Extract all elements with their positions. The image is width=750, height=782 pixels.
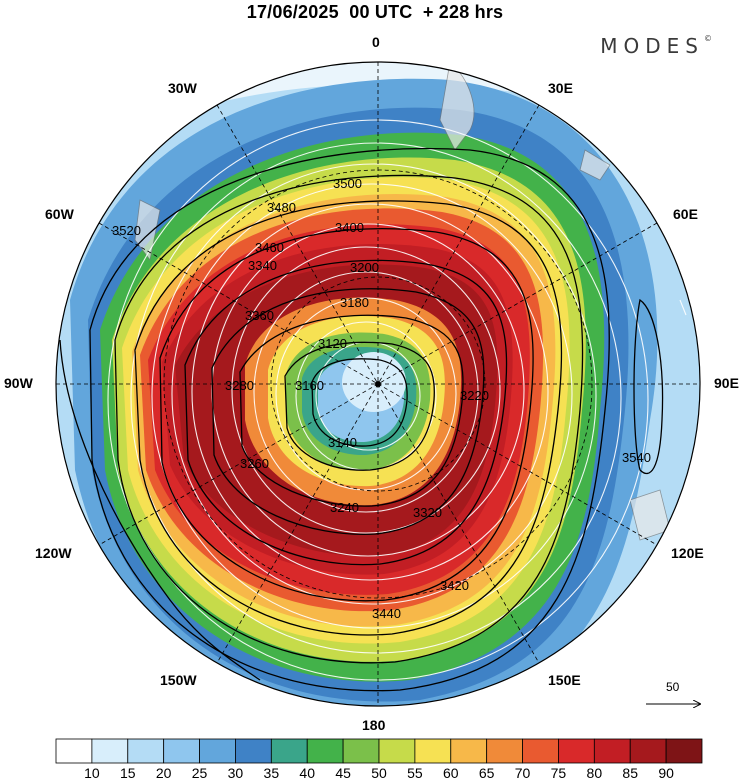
colorbar-swatch [342, 738, 380, 764]
colorbar-tick-label: 10 [84, 765, 100, 781]
contour-label: 3360 [245, 308, 274, 323]
colorbar-swatch [486, 738, 523, 764]
lon-label-150e: 150E [548, 672, 581, 688]
contour-label: 3520 [112, 223, 141, 238]
colorbar-swatch [270, 738, 308, 764]
reference-vector-label: 50 [666, 680, 680, 694]
lon-label-120w: 120W [35, 545, 72, 561]
colorbar-tick-label: 60 [442, 765, 459, 781]
contour-label: 3440 [372, 606, 401, 621]
contour-label: 3340 [248, 258, 277, 273]
colorbar-tick-label: 40 [299, 765, 316, 781]
colorbar-tick-label: 30 [227, 765, 244, 781]
contour-label: 3200 [350, 260, 379, 275]
brand-mark: © [704, 34, 712, 43]
height-contours [59, 147, 664, 692]
contour-label: 3240 [330, 500, 359, 515]
colorbar-tick-label: 80 [586, 765, 603, 781]
map-title: 17/06/2025 00 UTC + 228 hrs [246, 2, 504, 22]
contour-label: 3420 [440, 578, 469, 593]
lon-label-120e: 120E [671, 545, 704, 561]
contour-label: 3220 [460, 388, 489, 403]
contour-value-labels: 3500 3480 3460 3400 3340 3200 3180 3120 … [112, 176, 651, 621]
contour-label: 3320 [413, 505, 442, 520]
colorbar-tick-label: 20 [155, 765, 172, 781]
contour-label: 3500 [333, 176, 362, 191]
colorbar-swatch [629, 738, 667, 764]
colorbar-tick-label: 85 [622, 765, 639, 781]
colorbar-swatch [593, 738, 631, 764]
colorbar-tick-label: 70 [514, 765, 531, 781]
colorbar-swatch [378, 738, 416, 764]
colorbar-swatch [414, 738, 452, 764]
colorbar-swatch [91, 738, 129, 764]
contour-label: 3280 [225, 378, 254, 393]
colorbar-swatch [55, 738, 93, 764]
colorbar-swatch [127, 738, 165, 764]
lon-label-0: 0 [372, 34, 380, 50]
colorbar-swatch [558, 738, 595, 764]
reference-arrow-icon [646, 680, 710, 720]
colorbar-tick-label: 65 [478, 765, 495, 781]
colorbar-swatch [163, 738, 200, 764]
modes-logo: MODES© [600, 34, 712, 58]
colorbar-tick-label: 90 [658, 765, 674, 781]
contour-label: 3180 [340, 295, 369, 310]
colorbar-tick-label: 15 [119, 765, 136, 781]
lon-label-60e: 60E [673, 206, 698, 222]
polar-map: 3500 3480 3460 3400 3340 3200 3180 3120 … [55, 61, 701, 707]
lon-label-90w: 90W [4, 375, 33, 391]
contour-label: 3260 [240, 456, 269, 471]
colorbar-swatch [450, 738, 488, 764]
lon-label-30w: 30W [168, 80, 197, 96]
lon-label-180: 180 [362, 717, 386, 733]
lon-label-30e: 30E [548, 80, 573, 96]
colorbar-swatch [199, 738, 236, 764]
contour-label: 3540 [622, 450, 651, 465]
colorbar-tick-label: 35 [263, 765, 280, 781]
colorbar-tick-label: 25 [191, 765, 208, 781]
lon-label-60w: 60W [45, 206, 74, 222]
colorbar-tick-label: 50 [371, 765, 387, 781]
colorbar-swatch [522, 738, 559, 764]
colorbar-swatches [55, 738, 703, 764]
contour-label: 3140 [328, 435, 357, 450]
lon-label-90e: 90E [714, 375, 739, 391]
contour-label: 3400 [335, 220, 364, 235]
contour-label: 3120 [318, 336, 347, 351]
contour-label: 3480 [267, 200, 296, 215]
colorbar-swatch [306, 738, 344, 764]
colorbar-swatch [235, 738, 272, 764]
contour-label: 3160 [295, 378, 324, 393]
colorbar-tick-label: 45 [335, 765, 351, 781]
reference-vector: 50 [640, 680, 710, 720]
colorbar-tick-label: 75 [550, 765, 567, 781]
colorbar-tick-label: 55 [407, 765, 423, 781]
map-border [55, 61, 701, 707]
lon-label-150w: 150W [160, 672, 197, 688]
contour-label: 3460 [255, 240, 284, 255]
brand-text: MODES [600, 34, 704, 58]
colorbar-swatch [665, 738, 703, 764]
pole-marker [375, 381, 381, 387]
colorbar [55, 738, 703, 769]
